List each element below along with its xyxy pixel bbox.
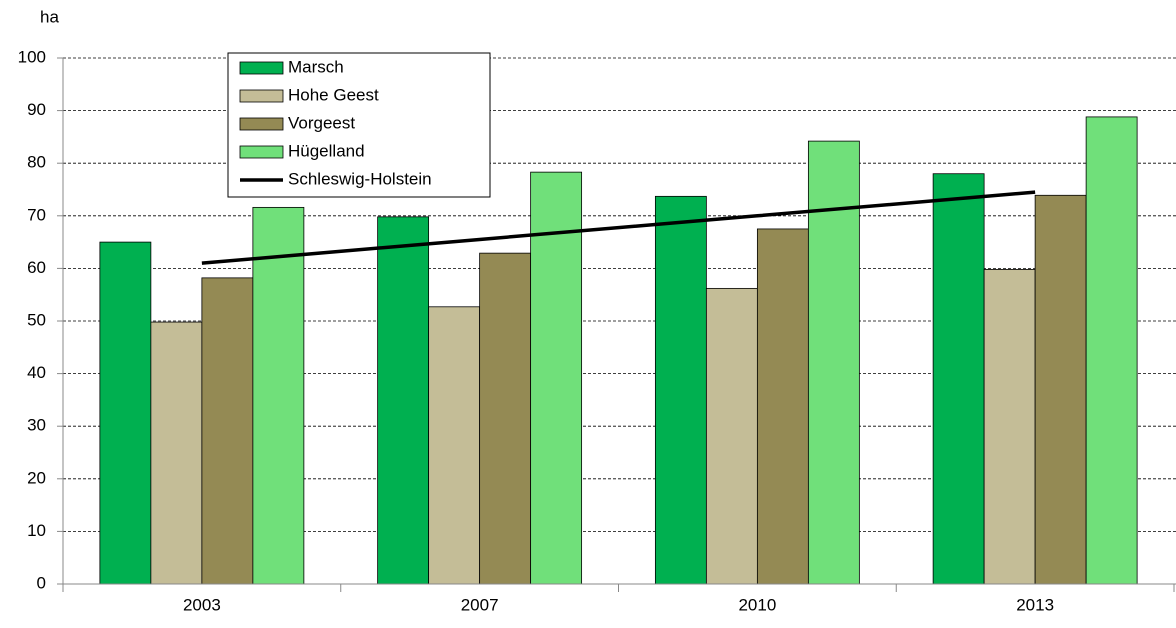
x-tick-label: 2010 xyxy=(738,595,776,614)
bar xyxy=(932,173,985,585)
bar xyxy=(530,171,583,585)
bar xyxy=(654,195,707,585)
legend-label: Vorgeest xyxy=(288,113,355,132)
y-tick-label: 80 xyxy=(27,153,46,172)
y-tick-label: 10 xyxy=(27,521,46,540)
bar xyxy=(807,140,860,585)
bar xyxy=(756,228,809,585)
y-tick-label: 90 xyxy=(27,100,46,119)
x-tick-label: 2007 xyxy=(461,595,499,614)
bar xyxy=(1034,194,1087,585)
legend-swatch xyxy=(239,145,284,159)
line-series xyxy=(201,190,1036,265)
bar xyxy=(252,206,305,585)
y-axis-label: ha xyxy=(40,7,59,26)
legend-swatch xyxy=(239,89,284,103)
bar xyxy=(201,277,254,585)
bar xyxy=(479,252,532,585)
y-tick-label: 50 xyxy=(27,310,46,329)
bar xyxy=(983,269,1036,585)
legend-swatch xyxy=(239,117,284,131)
y-tick-label: 60 xyxy=(27,258,46,277)
x-tick-label: 2003 xyxy=(183,595,221,614)
y-tick-label: 100 xyxy=(18,47,46,66)
legend-label: Hohe Geest xyxy=(288,85,379,104)
legend-label: Hügelland xyxy=(288,141,365,160)
legend-label: Marsch xyxy=(288,57,344,76)
bar xyxy=(1085,116,1138,585)
x-tick-label: 2013 xyxy=(1016,595,1054,614)
legend-swatch xyxy=(239,61,284,75)
bar xyxy=(705,287,758,585)
y-tick-label: 70 xyxy=(27,205,46,224)
y-tick-label: 20 xyxy=(27,468,46,487)
bar xyxy=(377,216,430,585)
legend-label: Schleswig-Holstein xyxy=(288,169,432,188)
y-tick-label: 30 xyxy=(27,416,46,435)
y-tick-label: 40 xyxy=(27,363,46,382)
bar xyxy=(99,241,152,585)
bar xyxy=(150,321,203,585)
y-tick-label: 0 xyxy=(37,573,46,592)
bar xyxy=(428,306,481,585)
